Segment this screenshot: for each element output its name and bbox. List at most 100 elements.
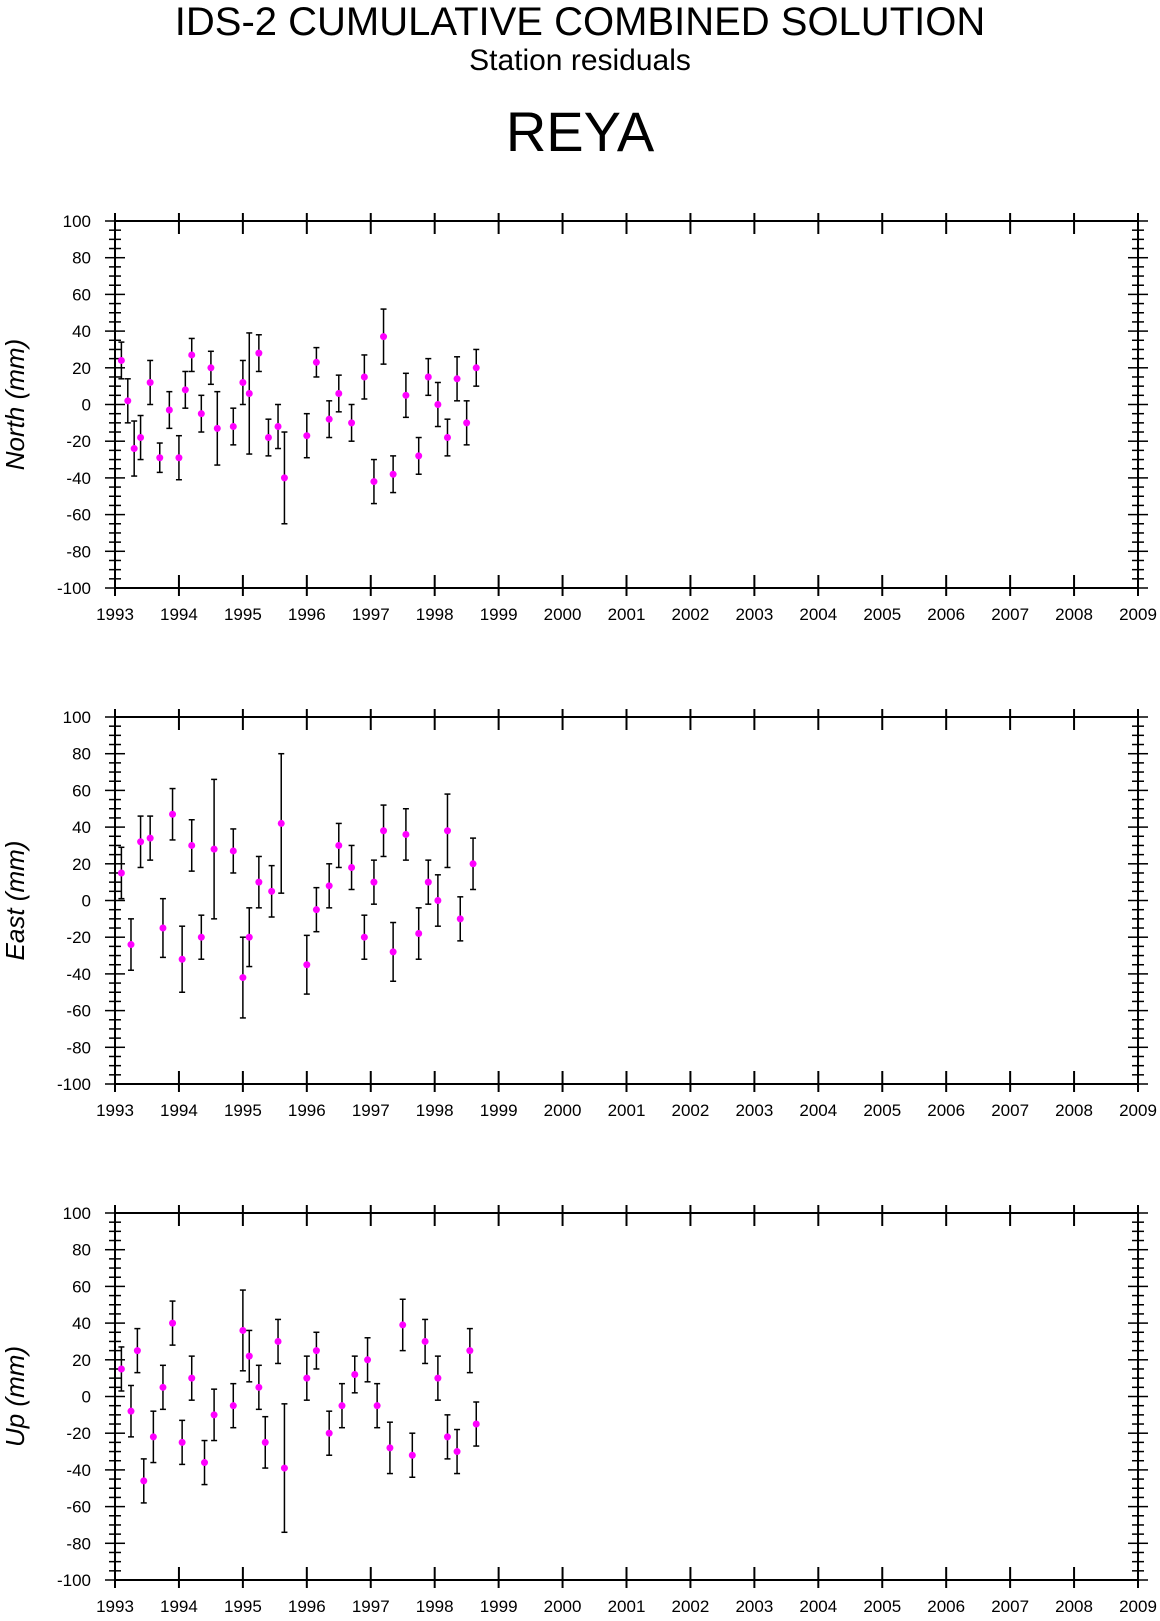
data-point <box>389 470 397 478</box>
data-point <box>312 1347 320 1355</box>
x-tick-label: 2006 <box>927 1101 965 1120</box>
data-point <box>421 1337 429 1345</box>
x-tick-label: 2001 <box>608 1101 646 1120</box>
y-tick-label: 60 <box>72 1277 91 1296</box>
x-tick-label: 1993 <box>96 1597 134 1616</box>
y-tick-label: 20 <box>72 855 91 874</box>
data-point <box>303 432 311 440</box>
data-point <box>469 860 477 868</box>
panel-north: 1993 1994 1995 1996 1997 1998 1999 2000 2001 2002… <box>0 212 1157 624</box>
y-tick-label: -40 <box>66 469 91 488</box>
data-point <box>188 841 196 849</box>
data-point <box>443 434 451 442</box>
data-point <box>149 1433 157 1441</box>
x-tick-label: 1998 <box>416 1101 454 1120</box>
data-point <box>268 887 276 895</box>
x-tick-label: 2002 <box>672 605 710 624</box>
data-point <box>325 882 333 890</box>
data-point <box>245 933 253 941</box>
data-point <box>325 1429 333 1437</box>
y-tick-label: 100 <box>63 212 91 231</box>
x-tick-label: 1994 <box>160 1597 198 1616</box>
data-point <box>274 423 282 431</box>
data-point <box>456 915 464 923</box>
x-tick-label: 2000 <box>544 1597 582 1616</box>
data-point <box>335 841 343 849</box>
data-point <box>351 1370 359 1378</box>
data-point <box>434 401 442 408</box>
y-tick-label: -40 <box>66 1461 91 1480</box>
x-tick-label: 2003 <box>735 1597 773 1616</box>
data-point <box>453 375 461 383</box>
data-point <box>127 1407 135 1415</box>
data-point <box>280 474 288 482</box>
data-point <box>146 834 154 842</box>
y-tick-label: 60 <box>72 285 91 304</box>
data-point <box>389 948 397 956</box>
y-tick-label: 80 <box>72 745 91 764</box>
data-point <box>117 1365 125 1373</box>
x-tick-label: 2002 <box>672 1597 710 1616</box>
data-point <box>197 933 205 941</box>
y-axis-title: North (mm) <box>0 339 30 470</box>
x-tick-label: 1998 <box>416 605 454 624</box>
data-point <box>117 869 125 877</box>
y-tick-label: -100 <box>57 1075 91 1094</box>
data-point <box>239 974 247 982</box>
x-tick-label: 2005 <box>863 1597 901 1616</box>
data-point <box>424 373 432 381</box>
x-tick-label: 1997 <box>352 1597 390 1616</box>
data-point <box>386 1444 394 1452</box>
x-tick-label: 2002 <box>672 1101 710 1120</box>
x-tick-label: 2009 <box>1119 1597 1157 1616</box>
x-tick-label: 2008 <box>1055 605 1093 624</box>
data-point <box>169 810 177 818</box>
data-point <box>424 878 432 886</box>
x-tick-label: 1994 <box>160 1101 198 1120</box>
series-up <box>117 1289 480 1534</box>
panel-east: 1993 1994 1995 1996 1997 1998 1999 2000 2001 2002… <box>0 708 1157 1120</box>
data-point <box>380 333 388 341</box>
data-point <box>188 1374 196 1382</box>
y-tick-label: -20 <box>66 928 91 947</box>
data-point <box>303 961 311 969</box>
plot-frame <box>114 220 1139 589</box>
data-point <box>443 827 451 835</box>
data-point <box>325 415 333 423</box>
data-point <box>159 1383 167 1391</box>
data-point <box>210 845 218 853</box>
data-point <box>443 1433 451 1441</box>
data-point <box>229 423 237 431</box>
data-point <box>255 878 263 886</box>
x-tick-label: 2004 <box>799 605 837 624</box>
data-point <box>264 434 272 442</box>
y-tick-label: 20 <box>72 359 91 378</box>
x-tick-label: 2004 <box>799 1101 837 1120</box>
data-point <box>213 424 221 432</box>
data-point <box>360 933 368 941</box>
x-tick-label: 1993 <box>96 605 134 624</box>
data-point <box>207 364 215 372</box>
data-point <box>399 1321 407 1329</box>
y-tick-label: -60 <box>66 506 91 525</box>
x-tick-label: 2000 <box>544 605 582 624</box>
x-tick-label: 2009 <box>1119 1101 1157 1120</box>
y-axis-title: Up (mm) <box>0 1346 30 1447</box>
series-north <box>117 308 480 525</box>
x-tick-label: 1993 <box>96 1101 134 1120</box>
data-point <box>261 1438 269 1446</box>
data-point <box>181 386 189 394</box>
x-tick-label: 2008 <box>1055 1101 1093 1120</box>
station-name: REYA <box>505 100 655 163</box>
x-tick-label: 2004 <box>799 1597 837 1616</box>
y-tick-label: -60 <box>66 1498 91 1517</box>
data-point <box>140 1477 148 1485</box>
x-tick-label: 1997 <box>352 1101 390 1120</box>
data-point <box>463 419 471 427</box>
chart-subtitle: Station residuals <box>469 44 691 77</box>
data-point <box>117 356 125 364</box>
data-point <box>466 1347 474 1355</box>
data-point <box>373 1402 381 1410</box>
x-tick-label: 1996 <box>288 1101 326 1120</box>
data-point <box>239 1326 247 1334</box>
